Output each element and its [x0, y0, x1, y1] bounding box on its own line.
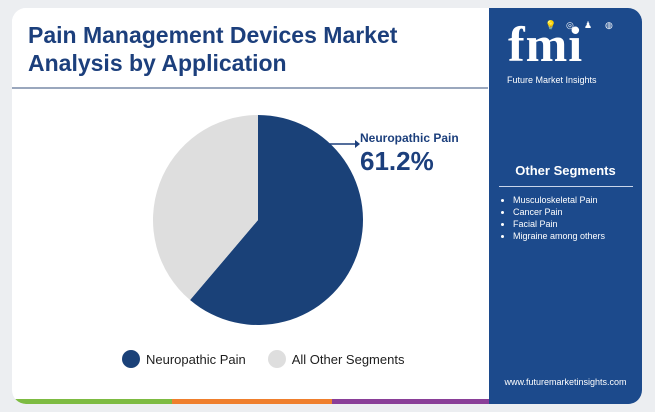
- lightbulb-icon: 💡: [545, 20, 557, 30]
- target-icon: ◎: [566, 20, 574, 30]
- title-divider: [12, 87, 488, 89]
- legend-swatch-all-other-segments: [267, 350, 286, 368]
- legend-item-neuropathic-pain: Neuropathic Pain: [122, 350, 246, 368]
- segments-title: Other Segments: [515, 163, 616, 178]
- sidebar-panel: 💡 ◎ ♟ ◍ fmi Future Market Insights Other…: [489, 8, 642, 404]
- segment-item: Cancer Pain: [513, 206, 642, 218]
- fmi-logo: 💡 ◎ ♟ ◍ fmi Future Market Insights: [493, 16, 636, 85]
- legend-item-all-other-segments: All Other Segments: [267, 350, 405, 368]
- globe-icon: ◍: [605, 20, 613, 30]
- title-area: Pain Management Devices Market Analysis …: [12, 8, 488, 88]
- bottom-bar-green: [12, 399, 172, 404]
- pie-chart: [152, 115, 363, 325]
- legend-swatch-neuropathic-pain: [122, 350, 140, 368]
- chart-title: Pain Management Devices Market Analysis …: [28, 22, 398, 76]
- logo-subtitle: Future Market Insights: [507, 75, 597, 85]
- bottom-bar-blue: [489, 399, 642, 404]
- pie-slice-all-other-segments: [152, 115, 258, 301]
- callout-arrow-head: [355, 140, 360, 148]
- legend-label-all-other-segments: All Other Segments: [291, 351, 405, 367]
- logo-text: fmi: [508, 16, 584, 72]
- legend-label-neuropathic-pain: Neuropathic Pain: [146, 351, 246, 367]
- segments-divider: [499, 186, 633, 187]
- person-icon: ♟: [584, 20, 593, 30]
- segment-item: Facial Pain: [513, 218, 642, 230]
- callout-label: Neuropathic Pain: [360, 131, 459, 145]
- bottom-bar-orange: [172, 399, 332, 404]
- bottom-bar-purple: [332, 399, 489, 404]
- segment-item: Migraine among others: [513, 230, 642, 242]
- pie-slice-neuropathic-pain: [190, 115, 363, 325]
- website-link[interactable]: www.futuremarketinsights.com: [504, 377, 627, 387]
- report-card: Pain Management Devices Market Analysis …: [12, 8, 642, 404]
- segment-item: Musculoskeletal Pain: [513, 194, 642, 206]
- callout-value: 61.2%: [360, 146, 434, 176]
- segments-list: Musculoskeletal Pain Cancer Pain Facial …: [499, 194, 642, 242]
- chart-legend: Neuropathic Pain All Other Segments: [122, 348, 426, 370]
